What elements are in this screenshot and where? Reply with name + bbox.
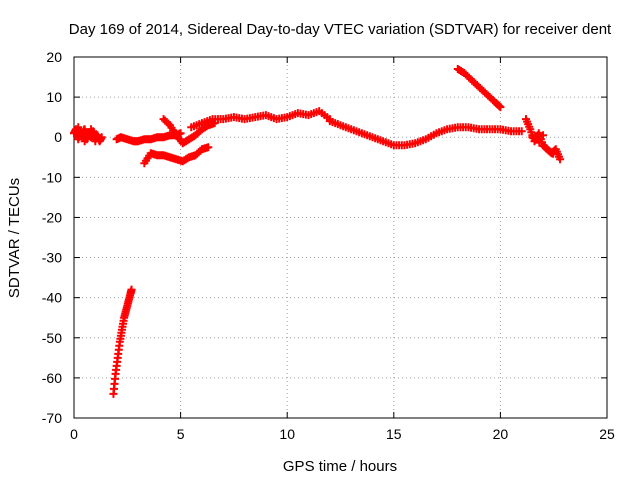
y-tick-labels: -70 -60 -50 -40 -30 -20 -10 0 10 20	[42, 49, 62, 426]
series-midday	[187, 107, 334, 132]
x-tick-label: 10	[279, 426, 295, 442]
series-early-cluster	[70, 123, 106, 146]
data-point	[539, 131, 548, 140]
x-tick-label: 20	[493, 426, 509, 442]
data-points	[70, 65, 565, 398]
x-tick-label: 0	[70, 426, 78, 442]
data-point	[97, 133, 106, 142]
data-point	[495, 102, 504, 111]
data-point	[535, 138, 544, 147]
data-point	[496, 103, 505, 112]
series-rising-arc	[159, 115, 219, 148]
y-tick-label: -70	[42, 410, 62, 426]
grid	[74, 57, 607, 418]
y-tick-label: 10	[46, 89, 62, 105]
plot-frame	[73, 56, 608, 419]
data-point	[80, 125, 89, 134]
data-point	[91, 137, 100, 146]
axis-ticks	[73, 56, 608, 419]
y-tick-label: -60	[42, 370, 62, 386]
series-dip-arc	[140, 143, 213, 168]
chart-title: Day 169 of 2014, Sidereal Day-to-day VTE…	[69, 21, 612, 38]
x-tick-label: 15	[386, 426, 402, 442]
series-late-spread	[521, 115, 565, 164]
data-point	[556, 155, 565, 164]
y-tick-label: -10	[42, 169, 62, 185]
series-high-segment	[453, 65, 505, 112]
series-drop-segment	[109, 285, 136, 398]
data-point	[164, 119, 173, 128]
x-tick-labels: 0 5 10 15 20 25	[70, 426, 615, 442]
y-tick-label: -40	[42, 290, 62, 306]
data-point	[549, 149, 558, 158]
y-tick-label: 20	[46, 49, 62, 65]
x-axis-label: GPS time / hours	[283, 458, 397, 475]
data-point	[204, 143, 213, 152]
y-tick-label: -50	[42, 330, 62, 346]
series-afternoon	[325, 117, 526, 150]
x-tick-label: 25	[599, 426, 615, 442]
y-tick-label: -20	[42, 209, 62, 225]
data-point	[542, 144, 551, 153]
y-axis-label: SDTVAR / TECUs	[6, 178, 23, 298]
y-tick-label: -30	[42, 250, 62, 266]
data-point	[127, 285, 136, 294]
data-point	[517, 127, 526, 136]
y-tick-label: 0	[54, 129, 62, 145]
x-tick-label: 5	[177, 426, 185, 442]
